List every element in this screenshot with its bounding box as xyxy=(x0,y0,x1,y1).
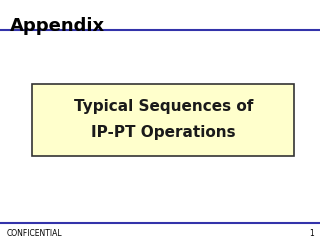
FancyBboxPatch shape xyxy=(32,84,294,156)
Text: Typical Sequences of: Typical Sequences of xyxy=(74,99,253,114)
Text: IP-PT Operations: IP-PT Operations xyxy=(91,125,236,140)
Text: Appendix: Appendix xyxy=(10,17,105,35)
Text: 1: 1 xyxy=(309,228,314,238)
Text: CONFICENTIAL: CONFICENTIAL xyxy=(6,228,62,238)
